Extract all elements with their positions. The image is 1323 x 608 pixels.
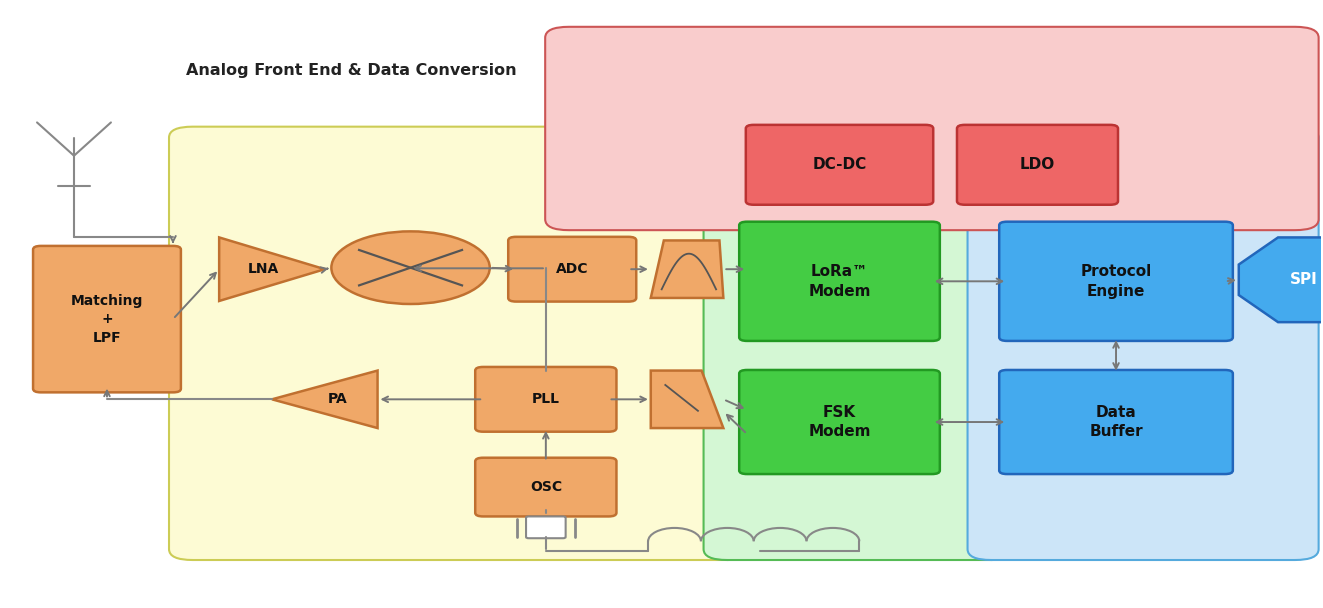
Text: Matching
+
LPF: Matching + LPF — [71, 294, 143, 345]
Text: PA: PA — [328, 392, 348, 406]
Polygon shape — [220, 238, 324, 301]
Text: LoRa™
Modem: LoRa™ Modem — [808, 264, 871, 299]
FancyBboxPatch shape — [508, 237, 636, 302]
Text: PLL: PLL — [532, 392, 560, 406]
FancyBboxPatch shape — [545, 27, 1319, 230]
Text: Analog Front End & Data Conversion: Analog Front End & Data Conversion — [185, 63, 516, 78]
FancyBboxPatch shape — [475, 458, 617, 516]
FancyBboxPatch shape — [475, 367, 617, 432]
FancyBboxPatch shape — [169, 126, 751, 560]
FancyBboxPatch shape — [967, 126, 1319, 560]
Circle shape — [331, 232, 490, 304]
FancyBboxPatch shape — [740, 370, 939, 474]
Text: FSK
Modem: FSK Modem — [808, 404, 871, 440]
FancyBboxPatch shape — [957, 125, 1118, 205]
Text: Protocol
Engine: Protocol Engine — [1081, 264, 1151, 299]
Text: DC-DC: DC-DC — [812, 157, 867, 172]
Polygon shape — [1238, 238, 1323, 322]
FancyBboxPatch shape — [999, 222, 1233, 341]
Text: Data
Buffer: Data Buffer — [1089, 404, 1143, 440]
Polygon shape — [651, 370, 724, 428]
Text: LDO: LDO — [1020, 157, 1056, 172]
Polygon shape — [273, 370, 377, 428]
Polygon shape — [651, 240, 724, 298]
Text: ADC: ADC — [556, 262, 589, 276]
FancyBboxPatch shape — [527, 516, 566, 538]
Text: LNA: LNA — [247, 262, 279, 276]
FancyBboxPatch shape — [999, 370, 1233, 474]
FancyBboxPatch shape — [704, 126, 1015, 560]
FancyBboxPatch shape — [740, 222, 939, 341]
FancyBboxPatch shape — [746, 125, 933, 205]
Text: SPI: SPI — [1290, 272, 1318, 288]
FancyBboxPatch shape — [33, 246, 181, 392]
Text: OSC: OSC — [529, 480, 562, 494]
